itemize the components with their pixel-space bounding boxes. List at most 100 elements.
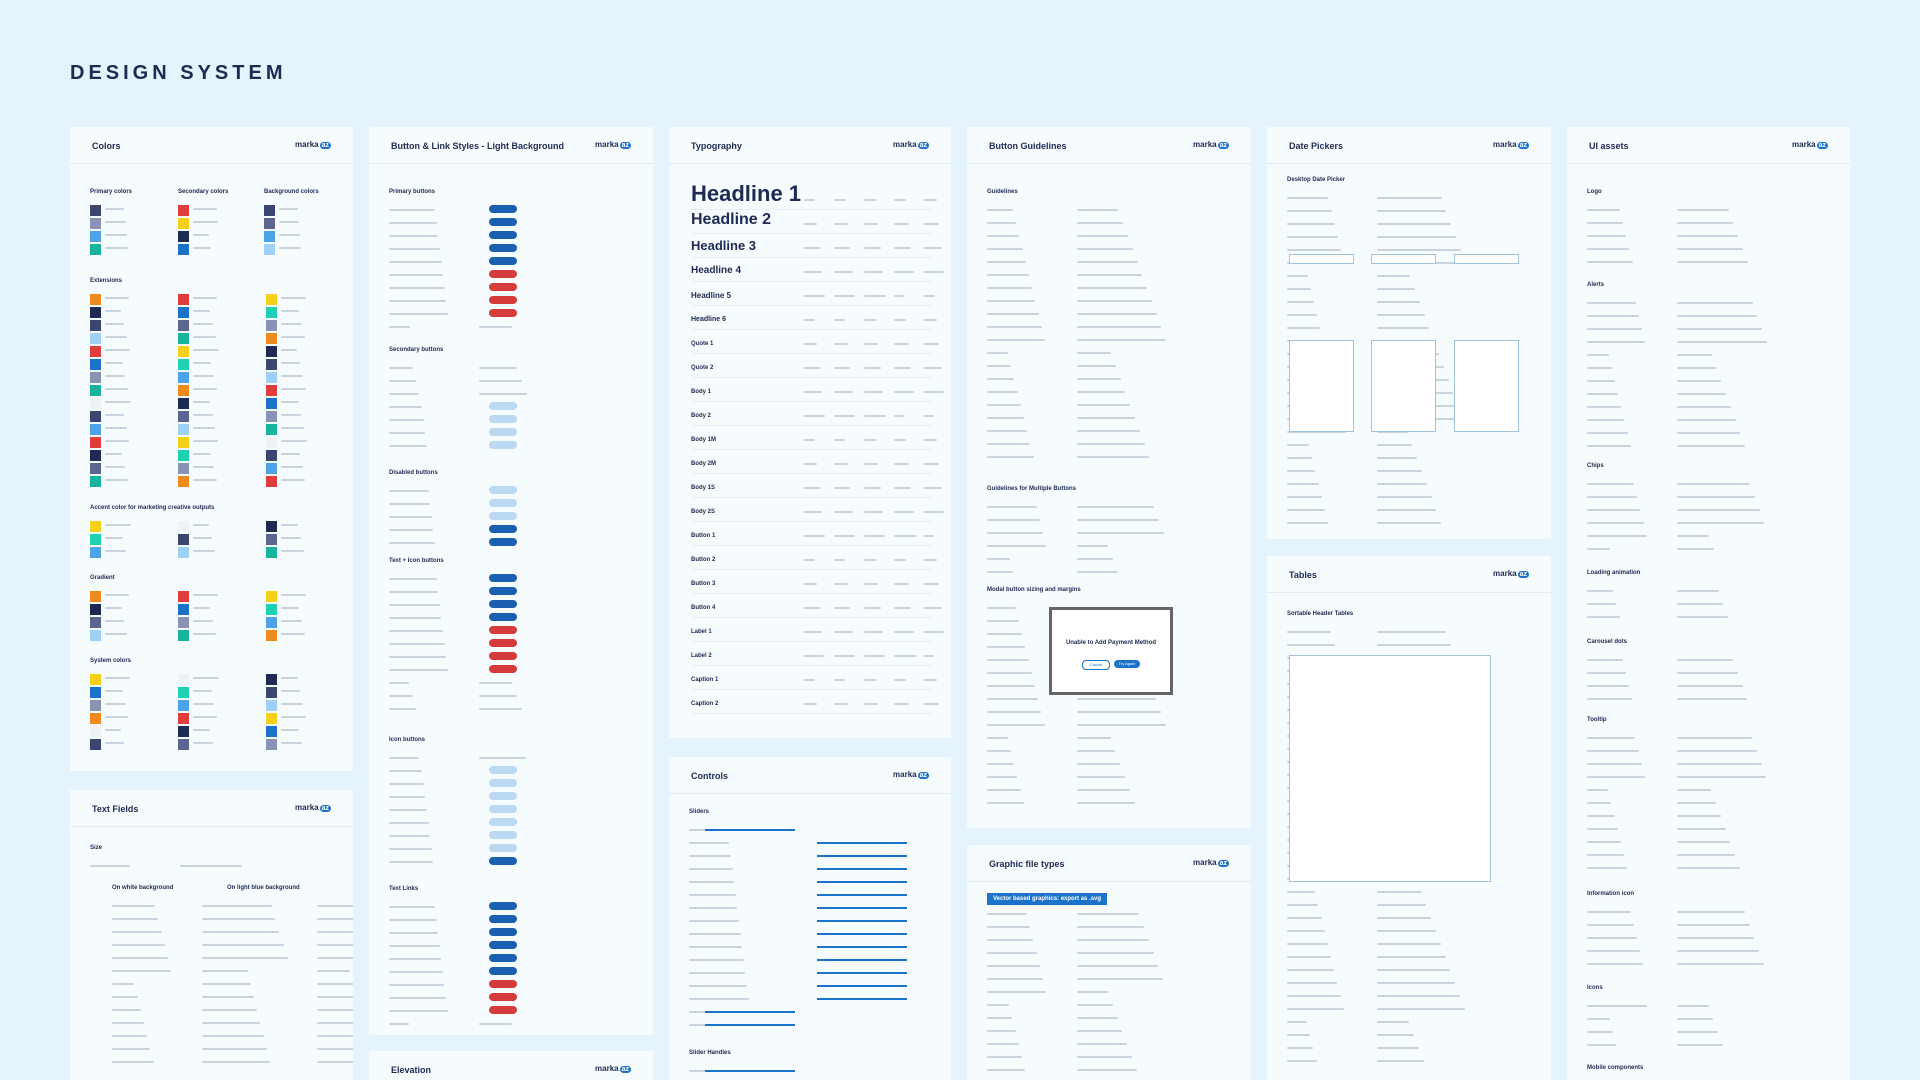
swatch-label: [193, 703, 215, 705]
button-sample: [489, 967, 517, 975]
swatch: [178, 320, 189, 331]
swatch-label: [193, 323, 214, 325]
section-title: Logo: [1587, 189, 1602, 195]
divider: [70, 826, 353, 827]
text-line: [1677, 367, 1717, 369]
swatch-label: [193, 297, 218, 299]
text-line: [1287, 631, 1332, 633]
text-line: [1077, 978, 1164, 980]
date-input: [1454, 254, 1519, 264]
text-line: [389, 432, 426, 434]
swatch: [266, 591, 277, 602]
text-line: [1377, 995, 1460, 997]
text-line: [389, 919, 437, 921]
text-line: [1677, 522, 1765, 524]
section-title: Icon buttons: [389, 737, 425, 743]
button-sample: [489, 218, 517, 226]
text-line: [1677, 1031, 1719, 1033]
text-line: [689, 842, 730, 844]
text-line: [1587, 432, 1628, 434]
text-line: [1587, 590, 1614, 592]
swatch-label: [105, 349, 130, 351]
section-title: Sliders: [689, 809, 710, 815]
type-spec: [864, 703, 879, 705]
text-line: [389, 958, 442, 960]
text-line: [1077, 417, 1135, 419]
text-line: [389, 313, 448, 315]
text-line: [1587, 776, 1646, 778]
text-line: [1587, 828, 1618, 830]
section-title: Icons: [1587, 985, 1603, 991]
type-spec: [894, 607, 912, 609]
text-line: [987, 326, 1042, 328]
text-line: [389, 945, 440, 947]
panel: Text Fields marka az Size On white backgroun…: [70, 790, 353, 1080]
text-line: [987, 532, 1044, 534]
text-line: [1377, 496, 1432, 498]
text-line: [1587, 354, 1609, 356]
swatch-label: [105, 427, 127, 429]
text-line: [317, 944, 353, 946]
text-line: [389, 326, 410, 328]
text-line: [1587, 698, 1633, 700]
text-line: [689, 1070, 714, 1072]
slider: [817, 985, 907, 987]
type-spec: [894, 415, 904, 417]
text-line: [1077, 1069, 1137, 1071]
text-line: [987, 430, 1028, 432]
text-line: [1287, 249, 1342, 251]
logo-badge: az: [917, 142, 929, 149]
type-spec: [864, 295, 886, 297]
modal-button: Try Again: [1114, 660, 1140, 668]
type-sample: Button 4: [691, 605, 716, 611]
panel: Tables marka az Sortable Header Tables: [1267, 556, 1551, 1080]
text-line: [689, 1024, 712, 1026]
text-line: [1677, 963, 1764, 965]
divider: [967, 881, 1251, 882]
button-sample: [489, 902, 517, 910]
type-spec: [924, 295, 935, 297]
swatch-label: [193, 479, 217, 481]
swatch-label: [281, 466, 303, 468]
text-line: [987, 558, 1010, 560]
text-line: [112, 918, 159, 920]
swatch: [90, 591, 101, 602]
swatch-label: [193, 620, 214, 622]
type-spec: [834, 463, 848, 465]
text-line: [987, 248, 1023, 250]
text-line: [1677, 328, 1763, 330]
panel: Controls marka az Sliders Slider Handles: [669, 757, 951, 1080]
text-line: [1377, 431, 1408, 433]
row-line: [691, 713, 931, 714]
text-line: [1677, 419, 1736, 421]
text-line: [1077, 698, 1157, 700]
text-line: [1677, 789, 1712, 791]
type-spec: [804, 535, 825, 537]
swatch-label: [281, 310, 300, 312]
panel-title: Text Fields: [92, 804, 139, 814]
type-spec: [894, 319, 907, 321]
text-line: [1587, 1005, 1647, 1007]
type-spec: [834, 487, 851, 489]
swatch-label: [193, 388, 217, 390]
type-spec: [864, 199, 876, 201]
text-line: [1287, 327, 1321, 329]
logo-text: marka: [893, 770, 917, 779]
text-line: [1677, 950, 1760, 952]
button-sample: [489, 766, 517, 774]
text-line: [1587, 616, 1620, 618]
section-title: Background colors: [264, 189, 319, 195]
swatch-label: [281, 440, 307, 442]
swatch: [178, 591, 189, 602]
type-spec: [864, 367, 881, 369]
type-spec: [834, 319, 846, 321]
text-line: [1287, 644, 1335, 646]
swatch-label: [105, 388, 129, 390]
text-line: [1077, 1056, 1132, 1058]
text-line: [689, 998, 749, 1000]
text-line: [1587, 380, 1615, 382]
swatch-label: [193, 677, 219, 679]
text-line: [689, 894, 736, 896]
logo-text: marka: [893, 140, 917, 149]
section-title: Primary colors: [90, 189, 133, 195]
